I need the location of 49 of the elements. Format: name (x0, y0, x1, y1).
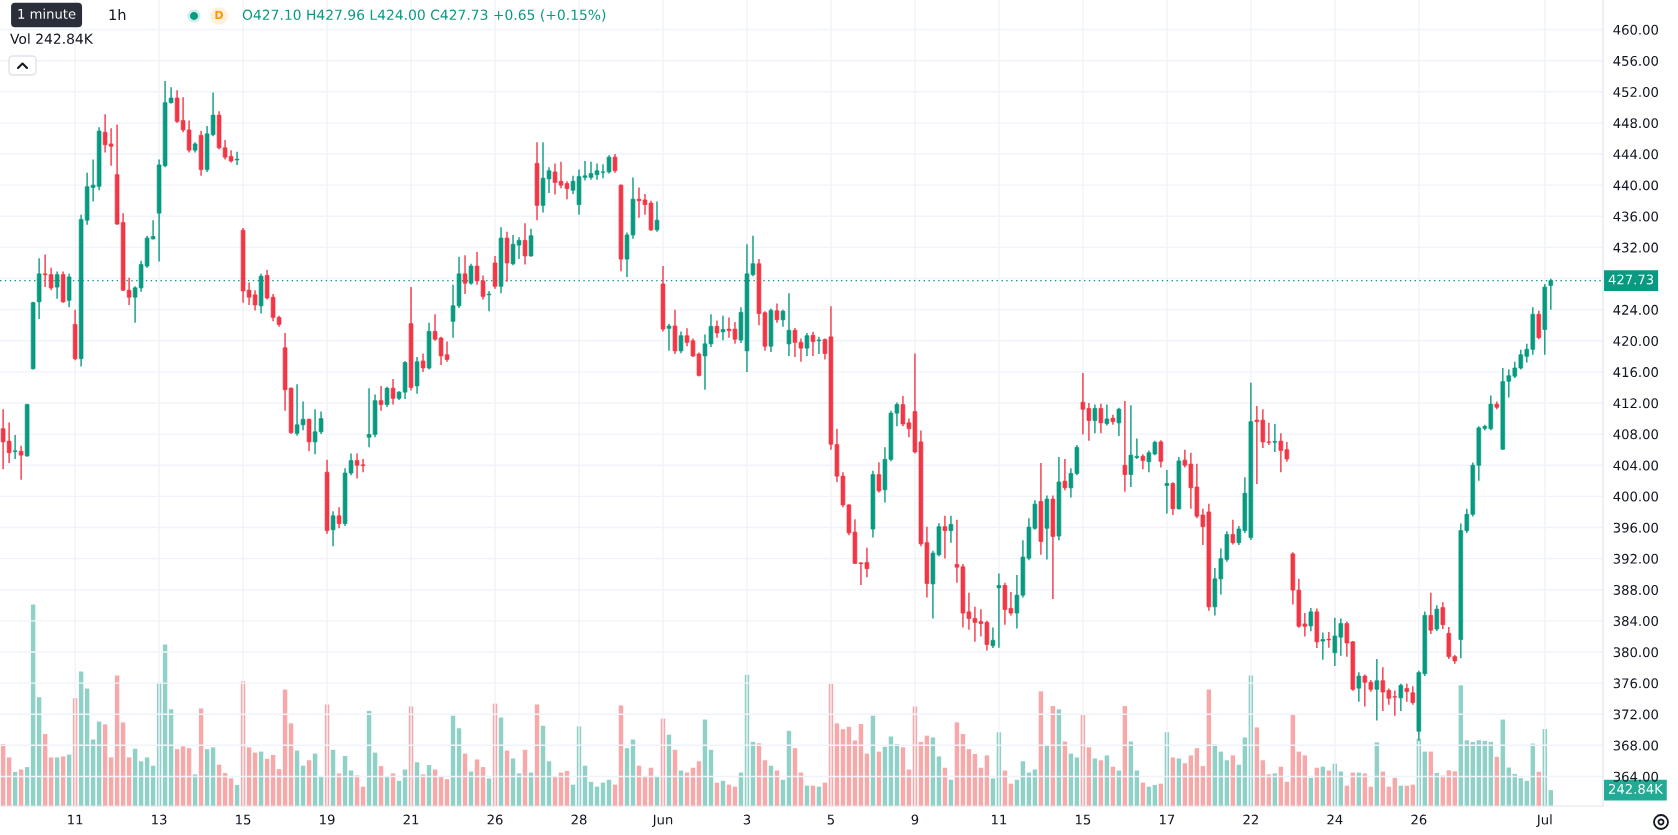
y-tick-label: 460.00 (1613, 24, 1659, 35)
annotation: D (215, 10, 224, 20)
y-tick-label: 408.00 (1613, 429, 1659, 440)
y-tick-label: 456.00 (1613, 55, 1659, 66)
x-tick-label: 28 (571, 814, 587, 825)
annotation: 1 minute (18, 8, 76, 19)
x-tick-label: 5 (827, 814, 834, 825)
y-tick-label: 452.00 (1613, 87, 1659, 97)
x-tick-label: 13 (152, 814, 167, 825)
x-tick-label: 21 (403, 814, 419, 825)
y-tick-label: 432.00 (1613, 242, 1659, 253)
y-tick-label: 384.00 (1613, 616, 1659, 627)
ref-line-label: 427.73 (1608, 274, 1654, 285)
x-tick-label: 26 (487, 814, 503, 825)
annotation: O427.10 H427.96 L424.00 C427.73 +0.65 (+0.15%) (242, 9, 606, 22)
y-tick-label: 388.00 (1613, 584, 1659, 595)
y-tick-label: 372.00 (1613, 709, 1659, 720)
x-tick-label: 3 (743, 814, 751, 825)
annotation: Vol 242.84K (10, 33, 94, 45)
y-tick-label: 364.00 (1613, 771, 1659, 782)
y-tick-label: 368.00 (1613, 740, 1659, 751)
y-tick-label: 448.00 (1613, 118, 1659, 129)
x-tick-label: 24 (1327, 814, 1343, 825)
x-tick-label: Jul (1536, 814, 1552, 827)
x-tick-label: 11 (991, 814, 1007, 825)
y-tick-label: 376.00 (1613, 678, 1659, 689)
y-tick-label: 420.00 (1613, 335, 1659, 346)
x-tick-label: 22 (1243, 814, 1258, 825)
x-tick-label: 19 (320, 814, 335, 825)
y-tick-label: 380.00 (1613, 647, 1659, 658)
x-tick-label: 17 (1159, 814, 1175, 825)
x-tick-label: 15 (236, 814, 251, 825)
x-tick-label: Jun (652, 814, 673, 827)
chart-title: 1h (109, 8, 126, 21)
y-tick-label: 444.00 (1613, 149, 1659, 160)
y-tick-label: 436.00 (1613, 211, 1659, 222)
x-tick-label: 11 (68, 814, 83, 825)
y-tick-label: 396.00 (1613, 522, 1659, 533)
y-tick-label: 404.00 (1613, 460, 1659, 471)
y-tick-label: 440.00 (1613, 180, 1659, 191)
y-tick-label: 412.00 (1613, 398, 1659, 409)
y-tick-label: 392.00 (1613, 553, 1659, 564)
text: 242.84K (1608, 783, 1664, 794)
y-tick-label: 416.00 (1613, 367, 1659, 378)
x-tick-label: 26 (1411, 814, 1427, 825)
y-tick-label: 400.00 (1613, 491, 1659, 502)
x-tick-label: 9 (911, 814, 919, 825)
y-tick-label: 424.00 (1613, 304, 1659, 315)
x-tick-label: 15 (1075, 814, 1091, 825)
